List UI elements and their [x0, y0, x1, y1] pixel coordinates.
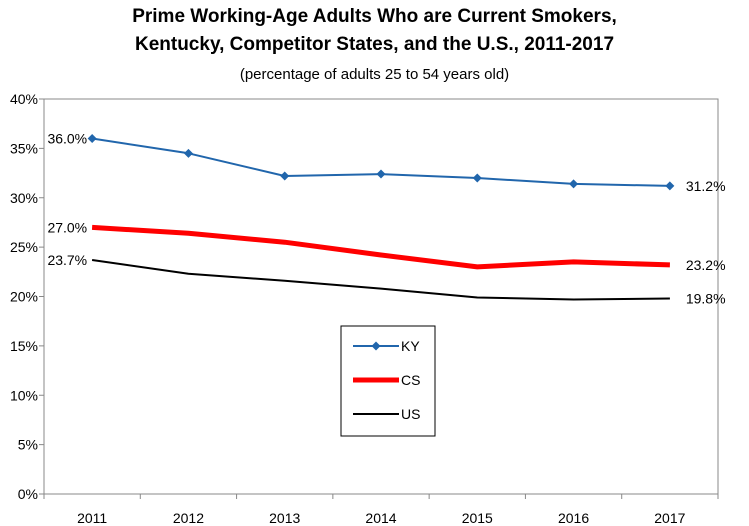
chart-title: Prime Working-Age Adults Who are Current…	[132, 6, 617, 27]
legend-ky-label: KY	[401, 338, 420, 354]
series-ky-point	[183, 148, 193, 158]
series-ky-point	[87, 134, 97, 143]
x-tick-label: 2011	[77, 510, 107, 526]
chart-subtitle: (percentage of adults 25 to 54 years old…	[239, 66, 510, 83]
series-ky-line	[91, 137, 670, 187]
x-tick-label: 2017	[654, 510, 685, 526]
series-ky-point	[665, 181, 675, 191]
series-ky-first-label: 36.0%	[47, 131, 87, 147]
y-tick-label: 10%	[10, 387, 38, 403]
x-tick-label: 2015	[462, 510, 493, 526]
legend-ky-marker	[371, 341, 381, 351]
series-ky-point	[280, 171, 290, 181]
x-tick-label: 2013	[269, 510, 300, 526]
series-cs-last-label: 23.2%	[686, 257, 726, 273]
series-ky-point	[472, 173, 482, 183]
y-tick-label: 0%	[18, 486, 38, 502]
chart-title-line2: Kentucky, Competitor States, and the U.S…	[134, 34, 615, 55]
series-cs-first-label: 27.0%	[47, 219, 87, 235]
x-tick-label: 2016	[558, 510, 589, 526]
series-us-first-label: 23.7%	[47, 252, 87, 268]
y-tick-label: 15%	[10, 338, 38, 354]
y-tick-label: 40%	[10, 91, 38, 107]
series-us-line	[91, 259, 670, 301]
series-ky-point	[376, 169, 386, 179]
legend-us-label: US	[401, 406, 420, 422]
legend-cs-label: CS	[401, 372, 420, 388]
y-tick-label: 30%	[10, 190, 38, 206]
y-tick-label: 20%	[10, 289, 38, 305]
y-tick-label: 35%	[10, 140, 38, 156]
y-tick-label: 5%	[18, 437, 38, 453]
x-tick-label: 2012	[173, 510, 204, 526]
series-us-last-label: 19.8%	[686, 290, 726, 306]
series-cs-line	[91, 224, 670, 270]
series-ky-last-label: 31.2%	[686, 178, 726, 194]
y-tick-label: 25%	[10, 239, 38, 255]
x-tick-label: 2014	[365, 510, 396, 526]
series-ky-point	[569, 179, 579, 189]
